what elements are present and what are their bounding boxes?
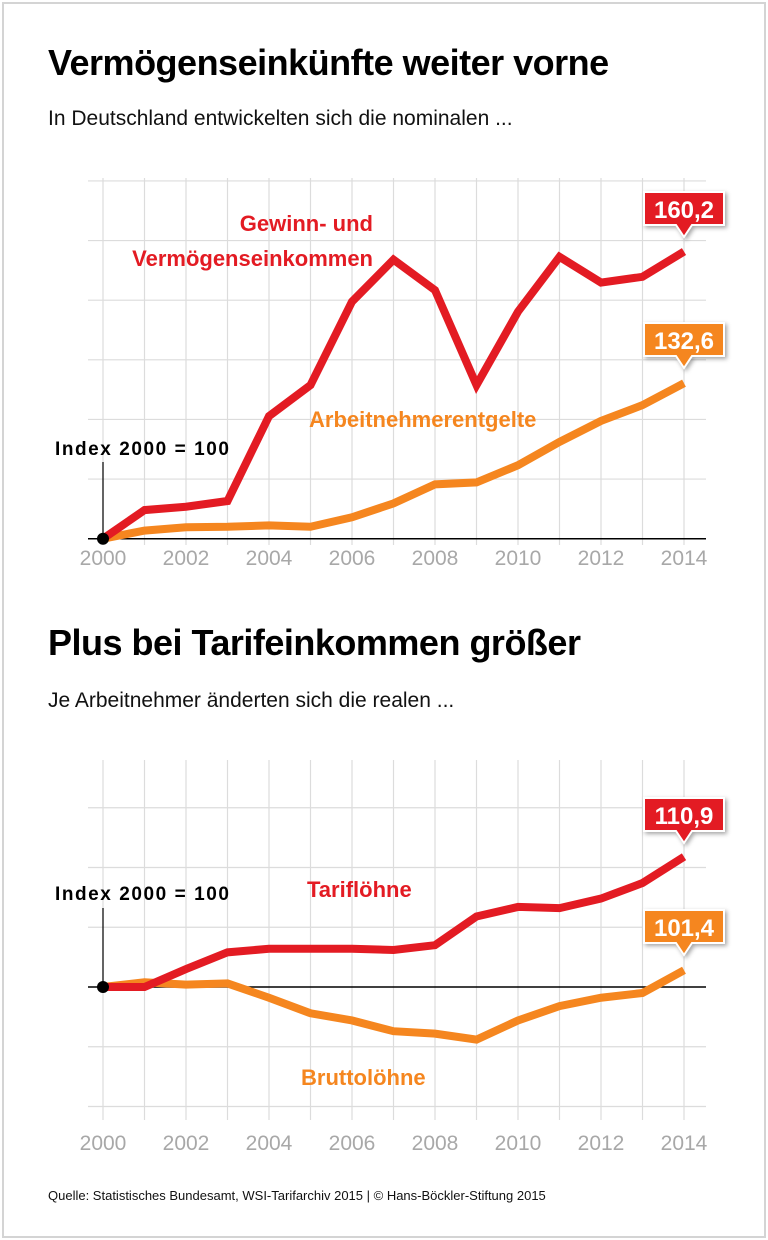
origin-dot: [97, 981, 109, 993]
callout-value: 110,9: [655, 803, 714, 830]
x-tick-label: 2004: [246, 1132, 293, 1155]
series-label: Vermögenseinkommen: [132, 246, 373, 271]
x-tick-label: 2014: [661, 547, 708, 570]
chart-2-title: Plus bei Tarifeinkommen größer: [48, 622, 581, 663]
x-tick-label: 2006: [329, 1132, 376, 1155]
callout-box: [643, 909, 725, 957]
x-tick-label: 2002: [163, 1132, 210, 1155]
series-label: Arbeitnehmerentgelte: [309, 407, 536, 432]
x-tick-label: 2006: [329, 547, 376, 570]
series-label: Tariflöhne: [307, 877, 412, 902]
series-label: Bruttolöhne: [301, 1065, 426, 1090]
callout-box: [643, 322, 725, 370]
end-value-callout: 132,6: [643, 322, 725, 370]
x-tick-label: 2014: [661, 1132, 708, 1155]
x-tick-label: 2012: [578, 1132, 625, 1155]
end-value-callout: 160,2: [643, 191, 725, 239]
origin-dot: [97, 532, 109, 545]
callout-box: [643, 797, 725, 845]
end-value-callout: 110,9: [643, 797, 725, 845]
x-tick-label: 2010: [495, 1132, 542, 1155]
index-annotation: Index 2000 = 100: [55, 884, 229, 905]
callout-box: [643, 191, 725, 239]
x-tick-label: 2008: [412, 1132, 459, 1155]
callout-value: 132,6: [654, 328, 714, 355]
x-tick-label: 2012: [578, 547, 625, 570]
chart-1-subtitle: In Deutschland entwickelten sich die nom…: [48, 107, 513, 130]
x-tick-label: 2010: [495, 547, 542, 570]
source-footer: Quelle: Statistisches Bundesamt, WSI-Tar…: [48, 1188, 546, 1203]
x-tick-label: 2004: [246, 547, 293, 570]
callout-value: 160,2: [654, 197, 714, 224]
x-tick-label: 2000: [80, 547, 127, 570]
chart-1-title: Vermögenseinkünfte weiter vorne: [48, 42, 609, 83]
series-label: Gewinn- und: [240, 211, 373, 236]
chart-2-subtitle: Je Arbeitnehmer änderten sich die realen…: [48, 689, 455, 712]
x-tick-label: 2002: [163, 547, 210, 570]
x-tick-label: 2000: [80, 1132, 127, 1155]
chart-2: 2000 2002 2004 2006 2008 2010 2012 2014 Index 20…: [55, 760, 725, 1155]
x-tick-label: 2008: [412, 547, 459, 570]
end-value-callout: 101,4: [643, 909, 725, 957]
callout-value: 101,4: [654, 915, 715, 942]
